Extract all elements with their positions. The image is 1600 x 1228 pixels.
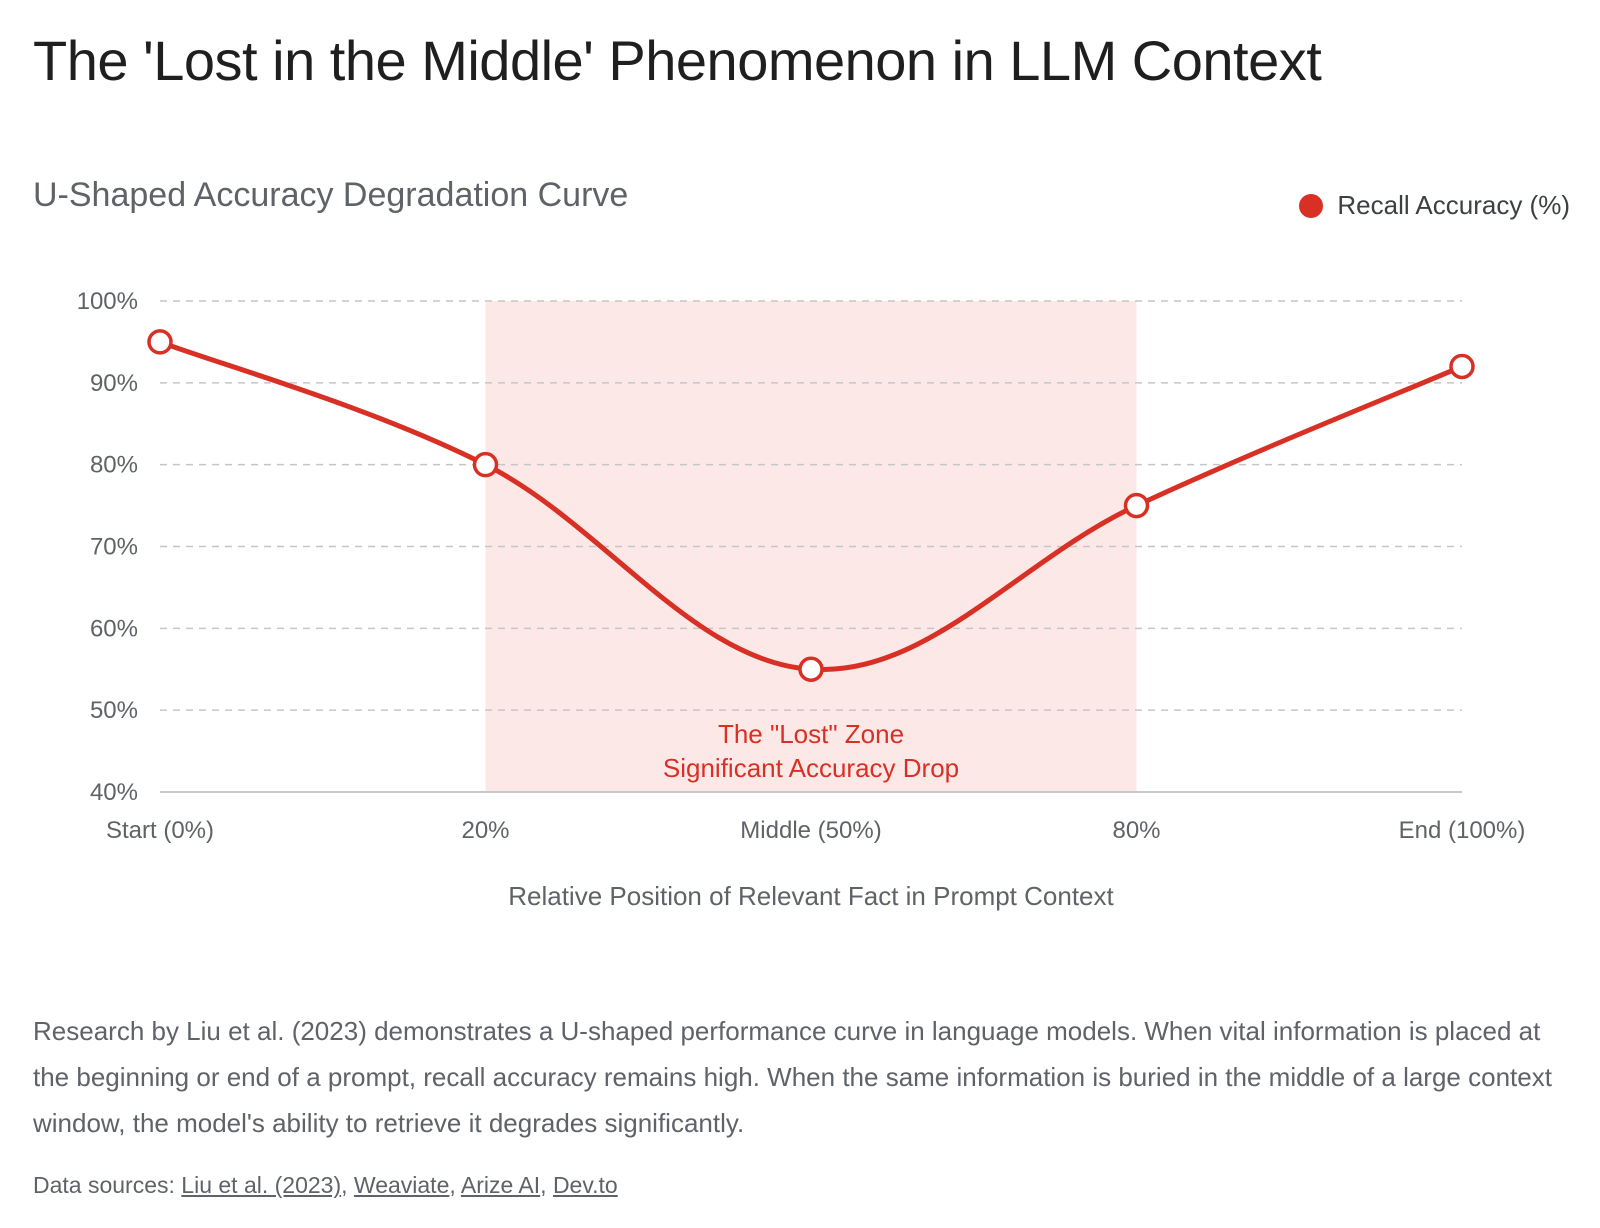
y-tick-label: 70% [90,534,138,561]
legend-label: Recall Accuracy (%) [1337,190,1570,220]
data-point [1123,492,1150,519]
source-link-weaviate[interactable]: Weaviate [353,1172,450,1198]
y-tick-label: 90% [90,370,138,397]
y-tick-label: 100% [77,288,138,315]
page-title: The 'Lost in the Middle' Phenomenon in L… [33,29,1322,92]
source-link-devto[interactable]: Dev.to [552,1172,618,1198]
chart-legend: Recall Accuracy (%) [1299,190,1570,221]
data-sources: Data sources: Liu et al. (2023), Weaviat… [33,1172,618,1198]
data-point [147,329,173,355]
y-tick-label: 40% [90,779,138,806]
sources-label: Data sources: [33,1172,175,1198]
x-axis-title: Relative Position of Relevant Fact in Pr… [508,881,1114,911]
x-tick-label: 20% [461,817,509,844]
zone-label: The "Lost" Zone [718,719,904,749]
x-tick-label: 80% [1112,817,1160,844]
source-link-arize[interactable]: Arize AI [460,1172,541,1198]
data-point [798,656,824,682]
x-tick-label: Middle (50%) [740,817,881,844]
legend-marker [1299,193,1324,218]
line-chart: 100% 90% 80% 70% 60% 50% 40% Start (0%) 20% Middl… [77,288,1526,911]
chart-subtitle: U-Shaped Accuracy Degradation Curve [33,176,629,214]
x-tick-label: End (100%) [1399,817,1526,844]
description-text: Research by Liu et al. (2023) demonstrat… [33,1016,1552,1138]
source-link-liu[interactable]: Liu et al. (2023) [181,1172,342,1198]
y-tick-label: 50% [90,697,138,724]
x-tick-label: Start (0%) [106,817,214,844]
zone-label: Significant Accuracy Drop [663,753,959,783]
y-tick-label: 60% [90,615,138,642]
y-tick-label: 80% [90,452,138,479]
data-point [472,451,499,478]
data-point [1449,353,1475,380]
